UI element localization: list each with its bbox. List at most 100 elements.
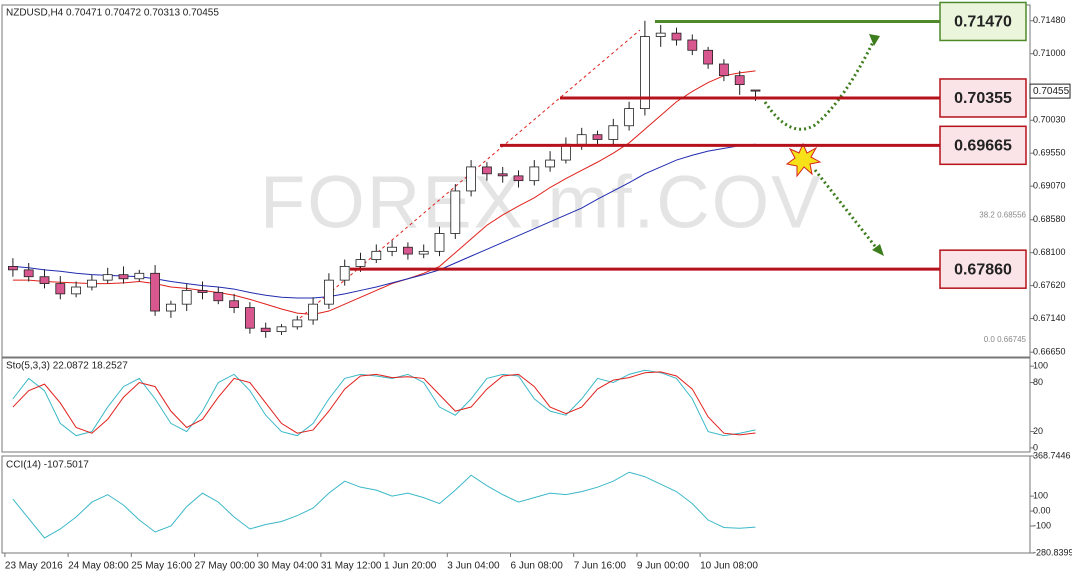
candle-body <box>418 250 429 255</box>
x-tick-label: 27 May 00:00 <box>195 561 256 572</box>
level-box <box>939 1 1027 42</box>
cci-panel <box>1 455 1031 554</box>
candle-body <box>102 274 113 281</box>
candle-body <box>276 326 287 333</box>
stochastic-panel <box>1 357 1031 453</box>
candle-body <box>513 175 524 182</box>
candle-body <box>719 63 729 77</box>
candle-body <box>7 266 18 271</box>
level-box <box>939 78 1027 118</box>
candle-body <box>165 303 176 312</box>
x-tick-label: 3 Jun 04:00 <box>447 561 500 572</box>
break-star <box>785 142 822 178</box>
candle-body <box>387 246 398 252</box>
x-tick-label: 31 May 12:00 <box>321 561 382 572</box>
candle-body <box>624 108 634 127</box>
y-tick-label: 0.71000 <box>1033 48 1066 58</box>
candle-body <box>466 166 477 192</box>
y-tick-label: -280.8399 <box>1033 547 1072 557</box>
projection-arrow-down <box>813 169 880 251</box>
candle-body <box>703 49 713 65</box>
y-tick-label: 0.00 <box>1033 505 1051 515</box>
x-tick-label: 6 Jun 08:00 <box>511 561 564 572</box>
x-tick-label: 7 Jun 16:00 <box>574 561 627 572</box>
last-price-label: 0.70455 <box>1033 86 1070 97</box>
candle-body <box>450 190 461 234</box>
candle-body <box>545 159 555 168</box>
y-tick-label: 0.68580 <box>1033 214 1066 224</box>
candle-body <box>134 272 145 280</box>
x-tick-label: 25 May 16:00 <box>131 561 192 572</box>
y-tick-label: 368.7446 <box>1033 450 1071 460</box>
candle-body <box>576 134 587 145</box>
candle-body <box>734 75 745 85</box>
indicator-line <box>12 371 756 436</box>
watermark: FOREX.mf.COV <box>260 161 823 244</box>
y-tick-label: 0.66650 <box>1033 347 1066 357</box>
candle-body <box>71 286 81 295</box>
candle-body <box>229 300 240 308</box>
candle-body <box>87 279 97 288</box>
x-tick-label: 24 May 08:00 <box>68 561 129 572</box>
y-tick-label: 0.69070 <box>1033 181 1066 191</box>
candle-body <box>308 303 319 321</box>
last-price-box <box>1029 83 1071 99</box>
x-tick-label: 23 May 2016 <box>5 561 63 572</box>
candle-body <box>197 290 208 293</box>
candle-body <box>244 307 255 329</box>
candle-body <box>292 319 303 328</box>
projection-arrow-up <box>763 37 877 131</box>
moving-average <box>12 70 756 315</box>
candle-body <box>687 39 698 51</box>
candle-body <box>497 173 508 177</box>
candle-body <box>592 134 603 140</box>
level-label: 0.70355 <box>954 90 1012 107</box>
x-tick-label: 9 Jun 00:00 <box>637 561 690 572</box>
arrow-head <box>869 34 880 46</box>
y-tick-label: 0.71480 <box>1033 15 1066 25</box>
stochastic-title: Sto(5,3,3) 22.0872 18.2527 <box>6 361 128 372</box>
candle-body <box>655 32 666 37</box>
candle-body <box>402 246 413 255</box>
fib-label: 0.0 0.66745 <box>984 335 1027 344</box>
y-tick-label: 0.69550 <box>1033 148 1066 158</box>
y-tick-label: 20 <box>1033 426 1043 436</box>
level-label: 0.71470 <box>954 14 1012 31</box>
candle-body <box>640 36 650 110</box>
candle-body <box>39 276 50 284</box>
indicator-line <box>12 471 756 539</box>
candle-body <box>213 292 224 302</box>
level-box <box>939 125 1027 166</box>
x-tick-label: 30 May 04:00 <box>258 561 319 572</box>
chart-title: NZDUSD,H4 0.70471 0.70472 0.70313 0.7045… <box>6 8 219 19</box>
indicator-line <box>12 369 756 437</box>
candle-body <box>355 259 366 267</box>
candle-body <box>55 283 66 295</box>
y-tick-label: 0.68100 <box>1033 247 1066 257</box>
candle-body <box>323 279 334 305</box>
candle-body <box>339 266 350 281</box>
level-label: 0.69665 <box>954 138 1012 155</box>
candle-body <box>371 250 382 260</box>
main-panel <box>1 4 1031 358</box>
level-label: 0.67860 <box>954 261 1012 278</box>
candle-body <box>181 290 192 305</box>
candle-body <box>118 274 129 280</box>
y-tick-label: 0 <box>1033 442 1038 452</box>
level-box <box>939 249 1027 289</box>
y-tick-label: 0.70030 <box>1033 115 1066 125</box>
x-tick-label: 10 Jun 08:00 <box>700 561 758 572</box>
candle-body <box>608 125 619 140</box>
candle-body <box>434 233 445 252</box>
y-tick-label: 80 <box>1033 377 1043 387</box>
y-tick-label: -100 <box>1033 520 1051 530</box>
candle-body <box>529 166 540 182</box>
y-tick-label: 0.67620 <box>1033 280 1066 290</box>
y-tick-label: 0.67140 <box>1033 313 1066 323</box>
arrow-head <box>872 244 884 256</box>
candle-body <box>23 269 34 278</box>
candle-body <box>750 89 761 92</box>
y-tick-label: 100 <box>1033 361 1048 371</box>
